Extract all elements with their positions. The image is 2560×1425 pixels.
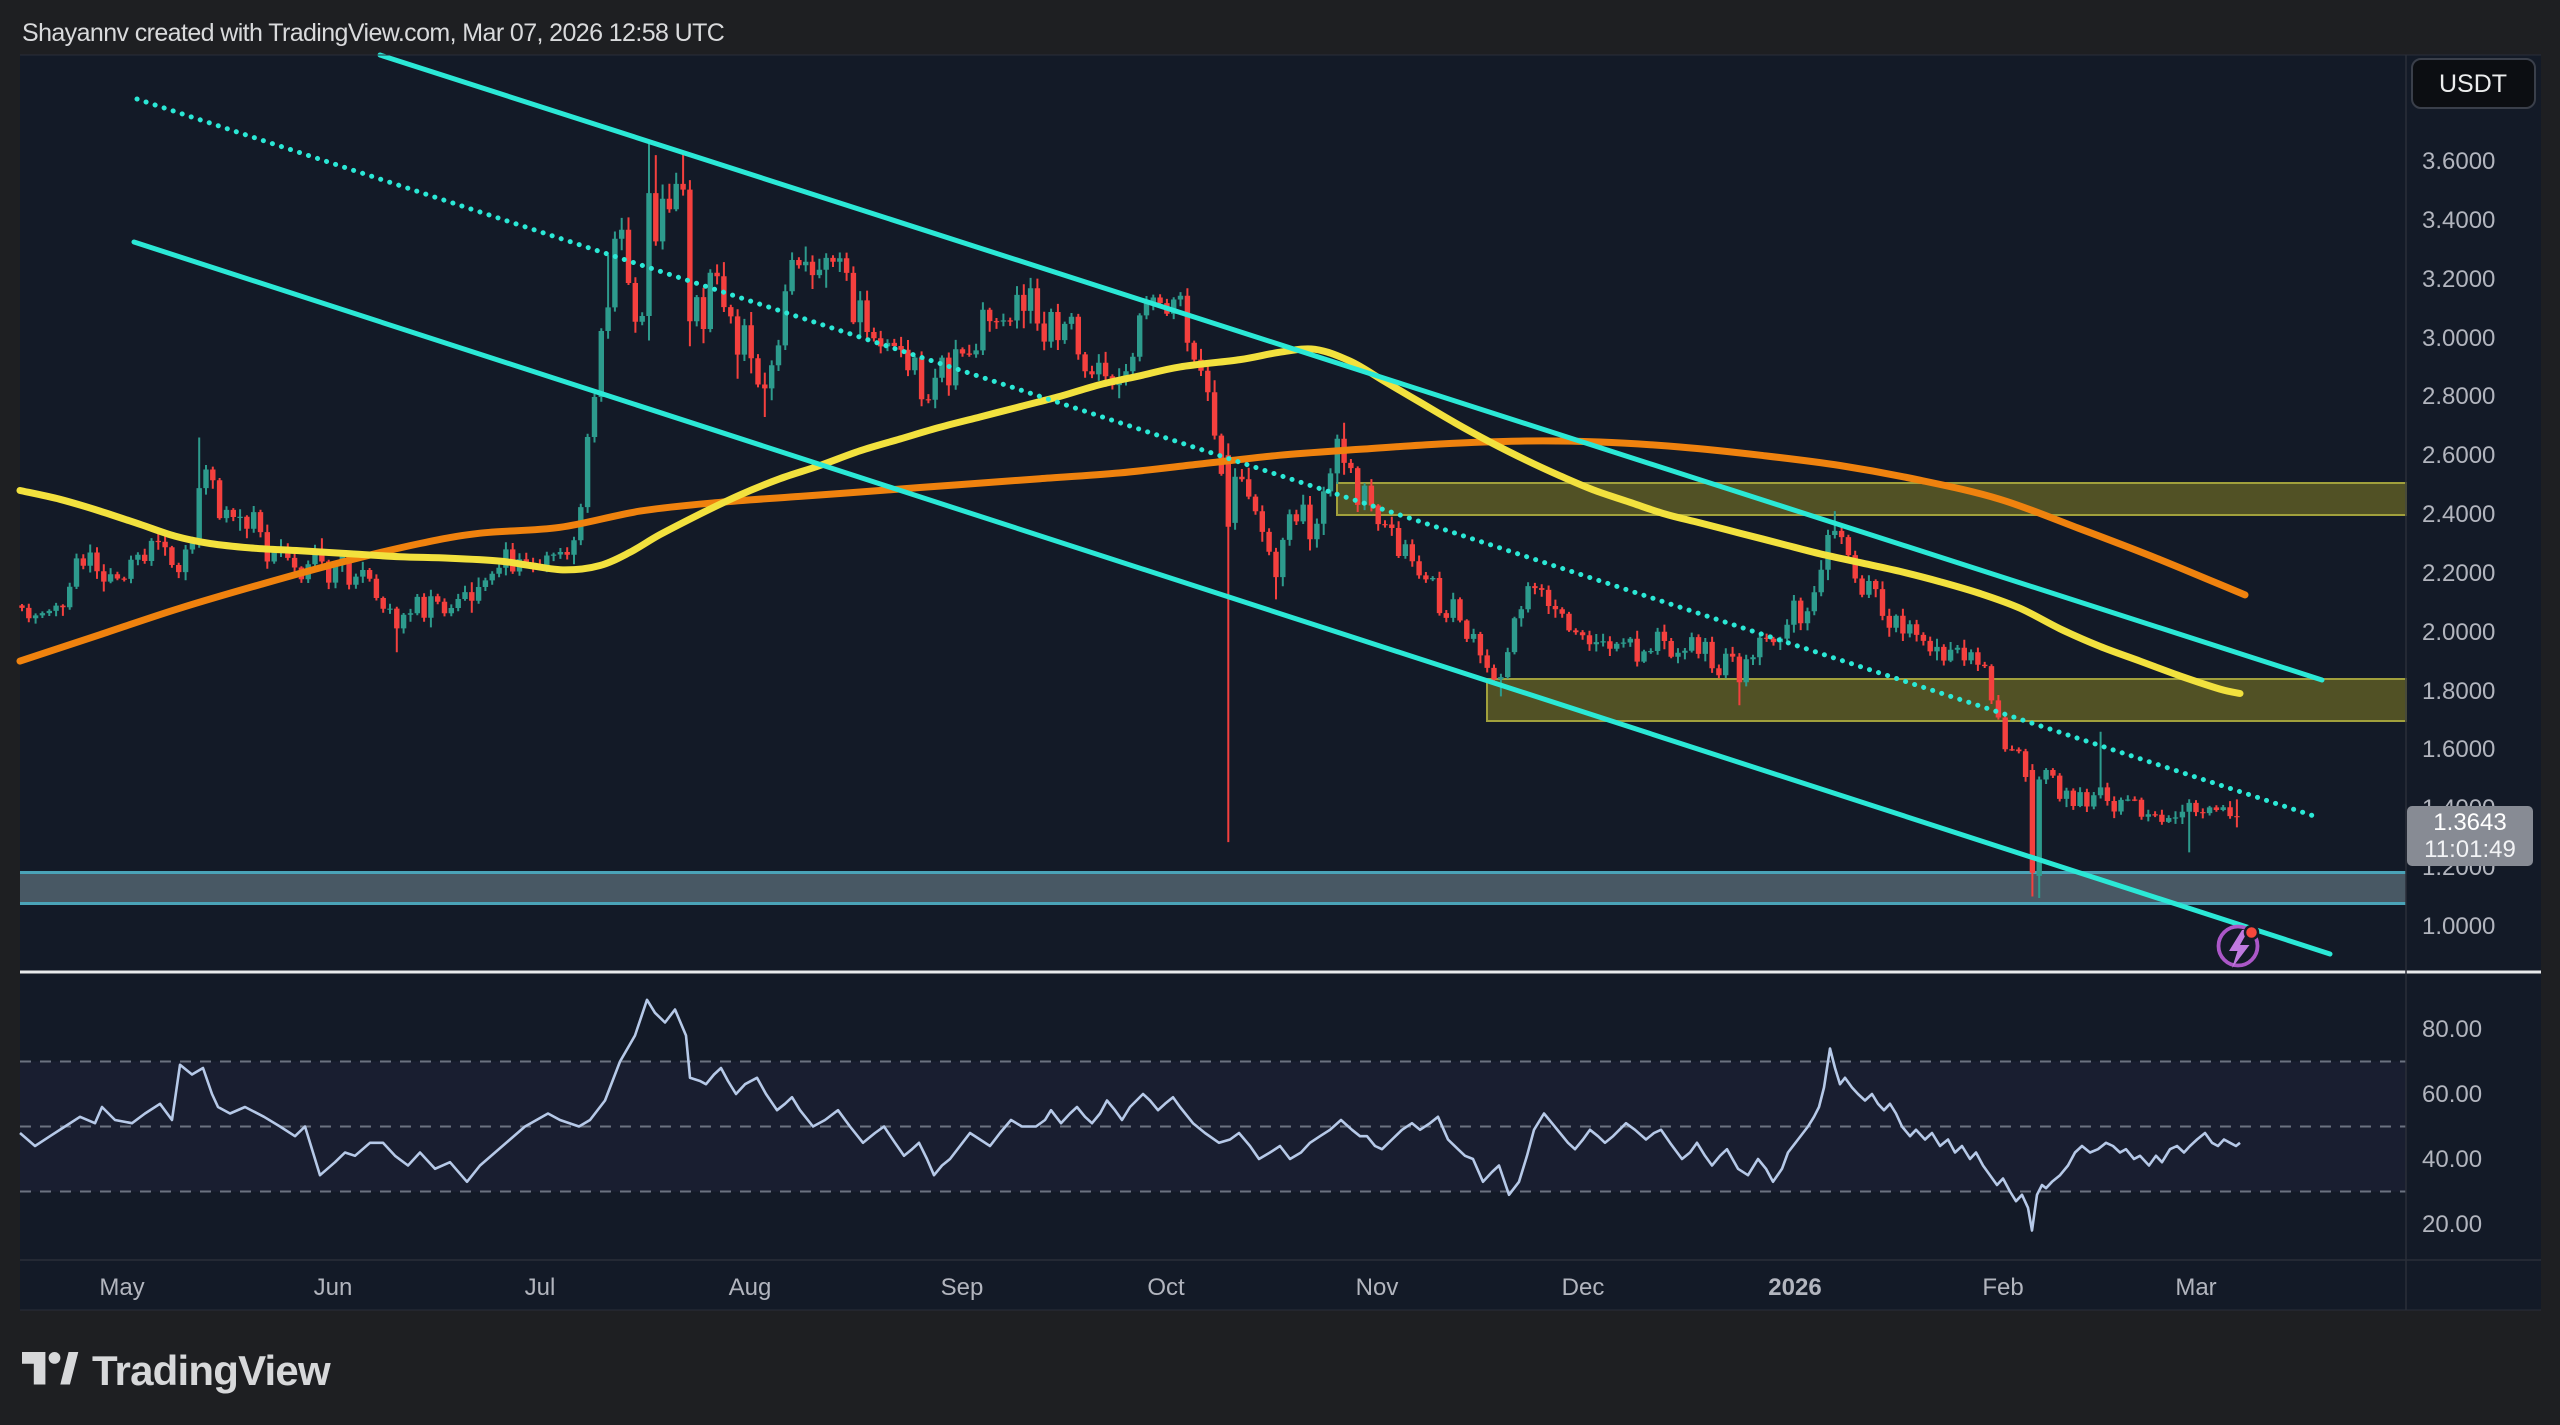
svg-text:2.8000: 2.8000 <box>2422 383 2495 410</box>
svg-text:Feb: Feb <box>1982 1274 2023 1301</box>
svg-text:Jul: Jul <box>525 1274 556 1301</box>
svg-text:May: May <box>99 1274 144 1301</box>
svg-text:40.00: 40.00 <box>2422 1146 2482 1173</box>
svg-text:3.4000: 3.4000 <box>2422 207 2495 234</box>
svg-text:3.0000: 3.0000 <box>2422 325 2495 352</box>
svg-text:Shayannv created with TradingV: Shayannv created with TradingView.com, M… <box>22 19 725 47</box>
svg-text:Sep: Sep <box>941 1274 984 1301</box>
svg-text:Oct: Oct <box>1147 1274 1185 1301</box>
svg-text:2.4000: 2.4000 <box>2422 501 2495 528</box>
svg-text:Aug: Aug <box>729 1274 772 1301</box>
svg-text:2.6000: 2.6000 <box>2422 442 2495 469</box>
svg-text:2.0000: 2.0000 <box>2422 619 2495 646</box>
svg-text:3.2000: 3.2000 <box>2422 266 2495 293</box>
svg-text:Mar: Mar <box>2175 1274 2216 1301</box>
svg-text:Nov: Nov <box>1356 1274 1399 1301</box>
svg-text:Jun: Jun <box>314 1274 353 1301</box>
svg-text:USDT: USDT <box>2439 70 2507 98</box>
svg-text:11:01:49: 11:01:49 <box>2424 836 2516 863</box>
svg-text:1.6000: 1.6000 <box>2422 736 2495 763</box>
svg-text:80.00: 80.00 <box>2422 1016 2482 1043</box>
svg-text:60.00: 60.00 <box>2422 1081 2482 1108</box>
svg-text:1.8000: 1.8000 <box>2422 678 2495 705</box>
svg-text:1.0000: 1.0000 <box>2422 913 2495 940</box>
svg-text:20.00: 20.00 <box>2422 1211 2482 1238</box>
svg-text:1.3643: 1.3643 <box>2433 809 2506 836</box>
svg-text:Dec: Dec <box>1562 1274 1605 1301</box>
svg-text:3.6000: 3.6000 <box>2422 148 2495 175</box>
svg-text:TradingView: TradingView <box>92 1347 331 1394</box>
svg-text:2.2000: 2.2000 <box>2422 560 2495 587</box>
svg-text:2026: 2026 <box>1768 1274 1821 1301</box>
